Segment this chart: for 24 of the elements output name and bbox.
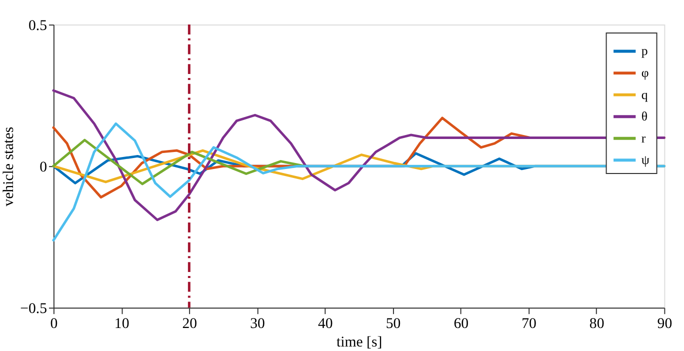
legend-label: q	[641, 88, 648, 102]
legend-label: ψ	[641, 153, 650, 168]
y-tick-label: −0.5	[20, 301, 48, 318]
legend-label: θ	[641, 110, 648, 124]
line-series	[52, 89, 666, 222]
y-axis-title: vehicle states	[1, 126, 18, 206]
x-tick-label: 20	[182, 316, 198, 332]
legend-label: r	[641, 131, 646, 146]
x-tick-label: 60	[454, 316, 469, 332]
x-tick-label: 50	[386, 316, 401, 332]
x-tick-label: 40	[318, 316, 333, 332]
x-axis-title: time [s]	[336, 334, 382, 351]
legend-label: φ	[641, 66, 649, 80]
x-tick-label: 30	[250, 316, 265, 332]
x-tick-label: 70	[522, 316, 536, 332]
x-tick-label: 90	[657, 316, 672, 332]
line-series	[52, 122, 666, 242]
y-tick-label: 0	[40, 160, 48, 176]
x-tick-label: 80	[589, 316, 604, 332]
legend-label: p	[641, 44, 648, 58]
line-series	[52, 138, 306, 186]
x-tick-label: 0	[50, 316, 58, 332]
y-tick-label: 0.5	[28, 18, 48, 34]
x-tick-label: 10	[114, 316, 130, 332]
